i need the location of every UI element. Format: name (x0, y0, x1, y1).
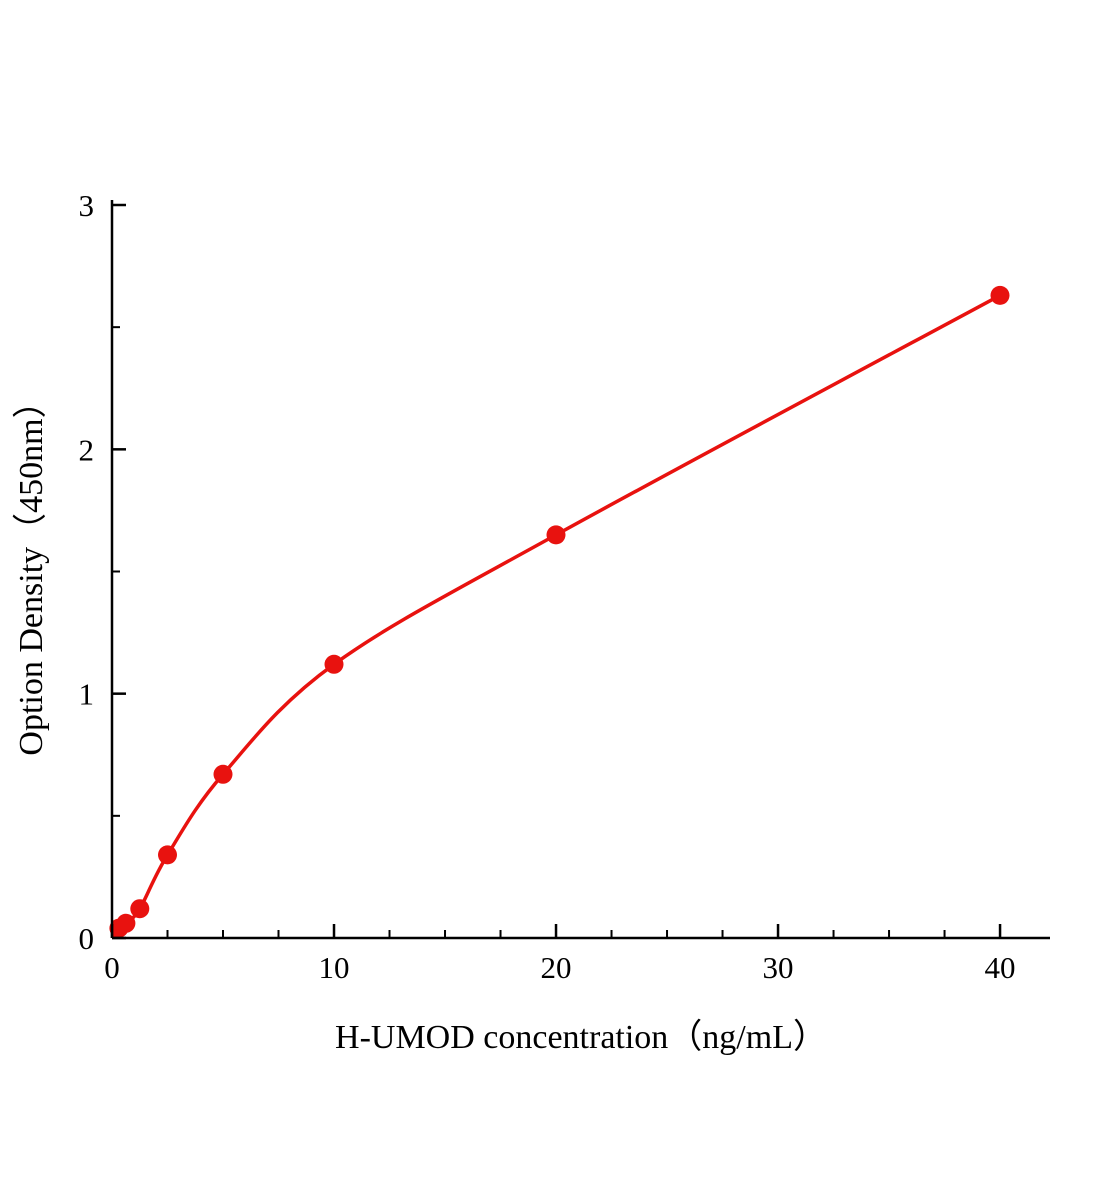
y-tick-label: 2 (79, 432, 95, 467)
data-points-layer (109, 285, 1010, 938)
data-point (213, 764, 233, 784)
data-point (116, 913, 136, 933)
data-point (990, 285, 1010, 305)
y-tick-label: 1 (79, 677, 95, 712)
x-tick-label: 40 (985, 950, 1016, 985)
x-axis-label: H-UMOD concentration（ng/mL） (335, 1018, 827, 1056)
x-tick-label: 30 (763, 950, 794, 985)
data-point (546, 525, 566, 545)
x-tick-label: 10 (319, 950, 350, 985)
data-point (324, 654, 344, 674)
fit-curve-layer (112, 293, 1002, 939)
data-point (158, 845, 177, 865)
tick-labels-layer: 0 10 20 30 40 0 1 2 3 (79, 188, 1016, 985)
y-tick-label: 3 (79, 188, 95, 223)
ticks-layer (110, 203, 1002, 940)
x-tick-label: 20 (541, 950, 572, 985)
data-point (130, 899, 150, 919)
y-tick-label: 0 (79, 921, 95, 956)
y-axis-label: Option Density（450nm） (12, 384, 50, 755)
x-tick-label: 0 (104, 950, 120, 985)
axes-layer (110, 200, 1050, 940)
fit-curve (112, 293, 1002, 939)
